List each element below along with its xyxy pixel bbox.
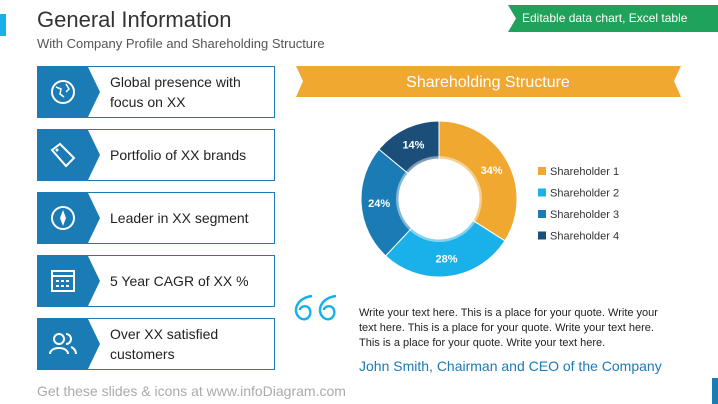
title: General Information	[37, 7, 232, 32]
legend-label: Shareholder 2	[550, 188, 619, 200]
chart-title: Shareholding Structure	[406, 74, 570, 91]
legend-label: Shareholder 4	[550, 231, 619, 243]
chevron	[88, 256, 100, 306]
legend-swatch	[538, 210, 546, 218]
icon	[38, 130, 88, 180]
chevron	[88, 130, 100, 180]
item-text: Global presence with focus on XX	[110, 74, 241, 110]
item-text: Portfolio of XX brands	[110, 147, 247, 163]
item-card: 5 Year CAGR of XX %	[37, 255, 275, 307]
chevron	[88, 319, 100, 369]
accent	[0, 14, 6, 36]
item-text: 5 Year CAGR of XX %	[110, 273, 249, 289]
subtitle: With Company Profile and Shareholding St…	[37, 36, 325, 51]
badge: Editable data chart, Excel table	[522, 11, 688, 25]
quote-author: John Smith, Chairman and CEO of the Comp…	[359, 358, 662, 374]
value-label: 34%	[481, 165, 503, 177]
value-label: 14%	[402, 140, 424, 152]
legend-swatch	[538, 231, 546, 240]
legend-swatch	[538, 188, 546, 197]
item-card: Leader in XX segment	[37, 192, 275, 244]
item-card: Over XX satisfied customers	[37, 318, 275, 370]
chevron	[88, 193, 100, 243]
legend-label: Shareholder 3	[550, 209, 619, 221]
icon	[38, 67, 88, 117]
slice	[438, 120, 518, 242]
value-label: 24%	[368, 198, 390, 210]
chevron	[88, 67, 100, 117]
accent	[712, 378, 718, 404]
footer: Get these slides & icons at www.infoDiag…	[37, 383, 346, 399]
badge-shape	[508, 5, 718, 32]
icon	[38, 319, 88, 369]
ribbon	[296, 66, 681, 97]
quote-text: Write your text here. This is a place fo…	[359, 307, 658, 349]
item-text: Over XX satisfied customers	[110, 326, 219, 362]
value-label: 28%	[436, 254, 458, 266]
slice	[378, 120, 440, 175]
item-card: Global presence with focus on XX	[37, 66, 275, 118]
legend-label: Shareholder 1	[550, 166, 619, 178]
slice	[384, 219, 506, 278]
inner-ring	[396, 156, 482, 242]
icon	[38, 256, 88, 306]
item-text: Leader in XX segment	[110, 210, 249, 226]
icon	[38, 193, 88, 243]
legend-swatch	[538, 167, 546, 175]
quote-mark	[294, 294, 337, 321]
item-card: Portfolio of XX brands	[37, 129, 275, 181]
